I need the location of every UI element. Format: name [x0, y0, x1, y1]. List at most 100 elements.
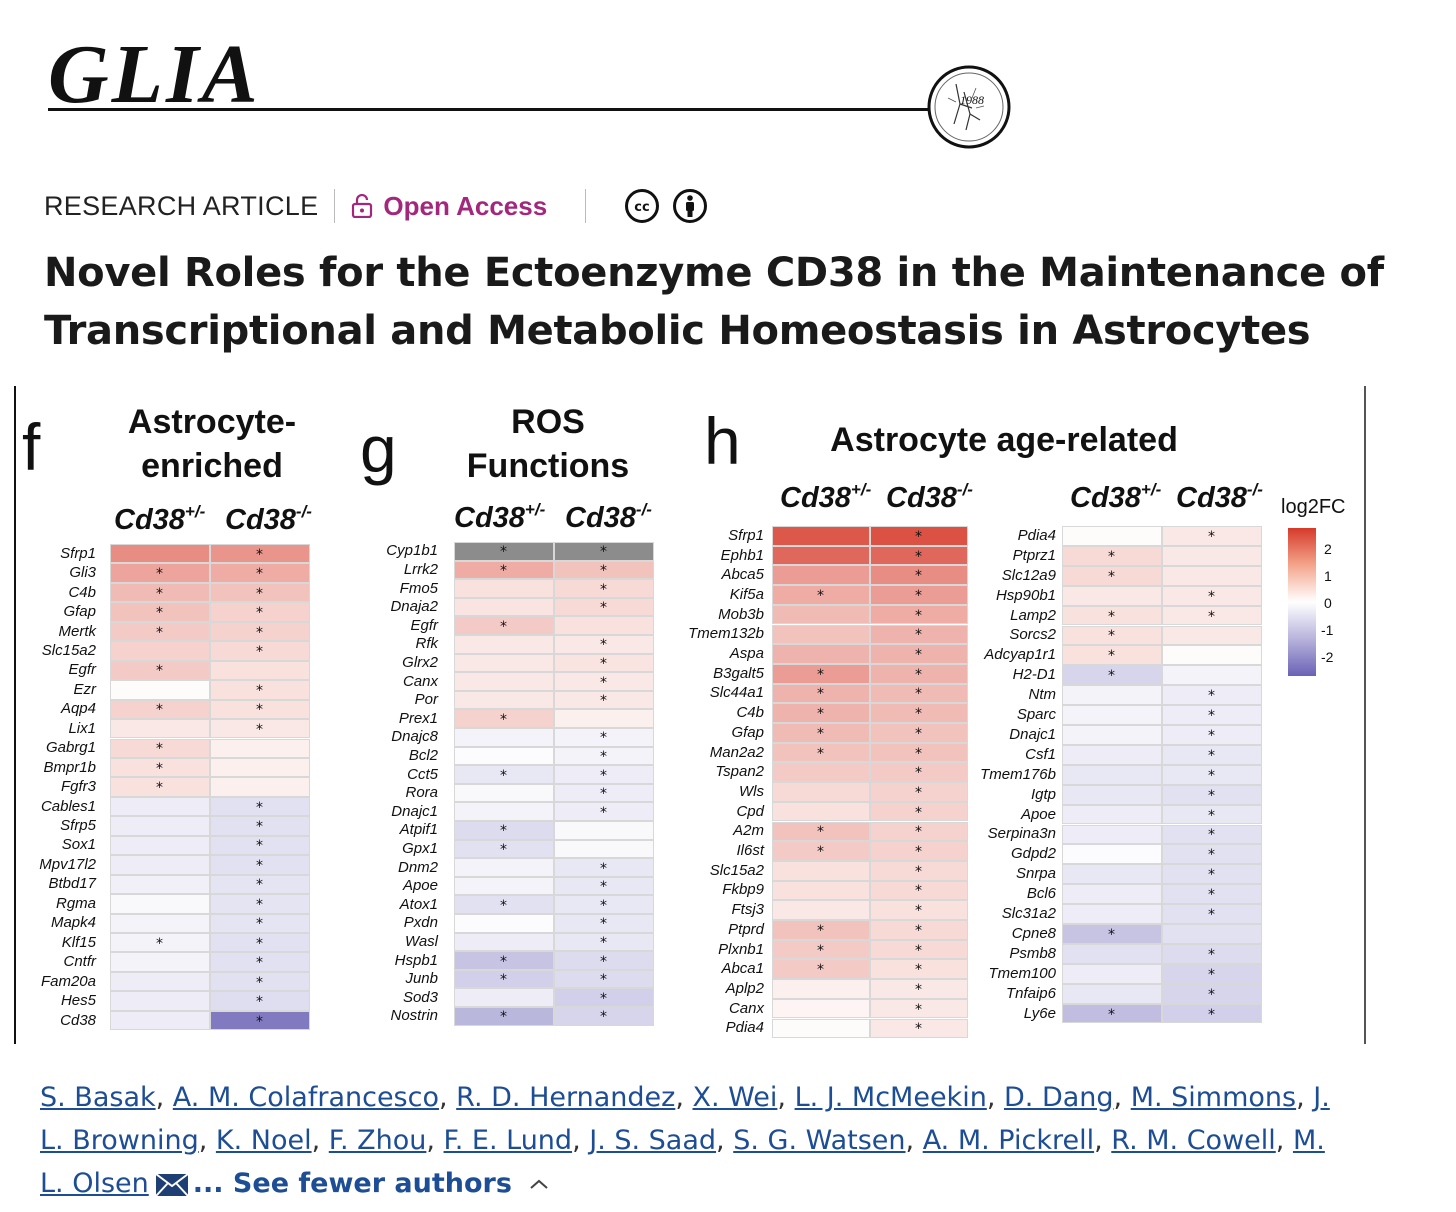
heatmap-cell-het [110, 874, 210, 895]
gene-label: H2-D1 [1012, 666, 1056, 684]
significance-star: * [1208, 966, 1215, 983]
author-link[interactable]: M. L. Olsen [40, 1125, 1325, 1199]
significance-star: * [817, 942, 824, 959]
heatmap-cell-het [1062, 983, 1162, 1004]
author-link[interactable]: S. G. Watsen [733, 1125, 906, 1156]
author-link[interactable]: A. M. Pickrell [922, 1125, 1095, 1156]
significance-star: * [915, 863, 922, 880]
attribution-icon [673, 189, 708, 223]
heatmap-cell-het [454, 672, 554, 691]
significance-star: * [817, 922, 824, 939]
heatmap-cell-ko [1162, 705, 1262, 725]
author-link[interactable]: J. S. Saad [589, 1125, 717, 1156]
heatmap-cell-ko [210, 719, 310, 739]
heatmap-cell-ko [554, 969, 654, 989]
author-link[interactable]: R. D. Hernandez [456, 1082, 676, 1113]
heatmap-cell-het [454, 709, 554, 728]
significance-star: * [256, 585, 263, 602]
heatmap-cell-ko [870, 998, 968, 1019]
heatmap-cell-het [454, 932, 554, 952]
heatmap-cell-het [110, 894, 210, 914]
heatmap-cell-ko [554, 988, 654, 1007]
significance-star: * [1208, 608, 1215, 625]
heatmap-cell-ko [210, 660, 310, 681]
significance-star: * [817, 844, 824, 861]
significance-star: * [1208, 847, 1215, 864]
gene-label: Apoe [1020, 805, 1056, 823]
heatmap-cell-het [454, 839, 554, 859]
author-link[interactable]: R. M. Cowell [1111, 1125, 1276, 1156]
significance-star: * [1208, 727, 1215, 744]
author-link[interactable]: F. Zhou [328, 1125, 427, 1156]
significance-star: * [256, 838, 263, 855]
gene-label: C4b [736, 704, 764, 722]
gene-label: Dnajc1 [391, 802, 438, 820]
significance-star: * [1208, 787, 1215, 804]
heatmap-cell-ko [210, 991, 310, 1011]
article-figure[interactable]: f Astrocyte- enriched g ROS Functions h … [14, 386, 1366, 1044]
heatmap-cell-ko [870, 782, 968, 802]
corresponding-author-mail-icon[interactable] [155, 1172, 189, 1197]
heatmap-cell-ko [554, 672, 654, 691]
heatmap-cell-ko [1162, 625, 1262, 646]
significance-star: * [600, 674, 607, 691]
heatmap-cell-ko [1162, 983, 1262, 1004]
significance-star: * [256, 721, 263, 738]
author-link[interactable]: F. E. Lund [443, 1125, 573, 1156]
heatmap-cell-het [772, 624, 870, 645]
author-link[interactable]: K. Noel [215, 1125, 312, 1156]
heatmap-cell-het [1062, 943, 1162, 964]
open-access-badge[interactable]: Open Access [351, 191, 547, 222]
author-link[interactable]: L. J. McMeekin [794, 1082, 987, 1113]
see-fewer-authors-button[interactable]: ... See fewer authors [193, 1168, 550, 1199]
heatmap-cell-ko [870, 959, 968, 980]
significance-star: * [156, 760, 163, 777]
significance-star: * [1208, 708, 1215, 725]
significance-star: * [915, 784, 922, 801]
journal-seal-icon: 1988 [927, 65, 1011, 149]
heatmap-cell-het [110, 1010, 210, 1031]
gene-label: Abca5 [721, 566, 764, 584]
article-meta-row: RESEARCH ARTICLE Open Access cc [44, 186, 708, 226]
heatmap-cell-het [110, 641, 210, 661]
gene-label: Rgma [55, 894, 96, 912]
heatmap-cell-het [454, 579, 554, 598]
heatmap-cell-het [772, 526, 870, 546]
license-icons[interactable]: cc [624, 188, 708, 224]
significance-star: * [817, 962, 824, 979]
significance-star: * [500, 897, 507, 914]
legend-tick: 2 [1324, 541, 1332, 557]
significance-star: * [915, 745, 922, 762]
significance-star: * [1108, 926, 1115, 943]
significance-star: * [156, 663, 163, 680]
significance-star: * [1208, 867, 1215, 884]
author-link[interactable]: S. Basak [40, 1082, 156, 1113]
author-link[interactable]: D. Dang [1003, 1082, 1114, 1113]
heatmap-cell-ko [210, 894, 310, 914]
heatmap-cell-ko [870, 703, 968, 723]
heatmap-cell-het [1062, 545, 1162, 566]
significance-star: * [1208, 946, 1215, 963]
heatmap-cell-het [1062, 864, 1162, 885]
significance-star: * [256, 702, 263, 719]
heatmap-cell-ko [870, 860, 968, 881]
author-link[interactable]: M. Simmons [1130, 1082, 1297, 1113]
legend-tick: -1 [1321, 622, 1334, 638]
significance-star: * [1108, 628, 1115, 645]
heatmap-cell-ko [870, 526, 968, 546]
author-link[interactable]: A. M. Colafrancesco [172, 1082, 439, 1113]
heatmap-cell-het [1062, 725, 1162, 745]
panel-g-title: ROS Functions [448, 400, 648, 488]
author-link[interactable]: J. L. Browning [40, 1082, 1330, 1156]
heatmap-cell-ko [554, 597, 654, 617]
author-link[interactable]: X. Wei [692, 1082, 778, 1113]
gene-label: Psmb8 [1009, 944, 1056, 962]
gene-label: Apoe [402, 877, 438, 895]
heatmap-cell-het [772, 644, 870, 664]
journal-logo[interactable]: GLIA [48, 28, 261, 121]
heatmap-cell-ko [1162, 685, 1262, 706]
significance-star: * [600, 600, 607, 617]
panel-h-letter: h [704, 404, 741, 478]
gene-label: Hes5 [60, 992, 96, 1010]
heatmap-cell-het [1062, 565, 1162, 586]
